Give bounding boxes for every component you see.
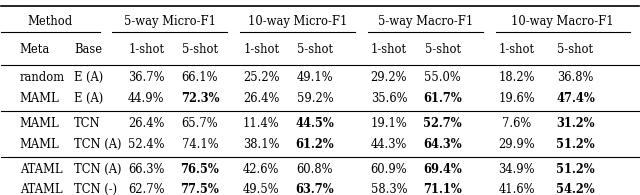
Text: 59.2%: 59.2% [296, 92, 333, 105]
Text: 19.1%: 19.1% [371, 117, 407, 130]
Text: 61.7%: 61.7% [423, 92, 462, 105]
Text: 58.3%: 58.3% [371, 183, 407, 195]
Text: MAML: MAML [20, 138, 60, 151]
Text: 77.5%: 77.5% [180, 183, 220, 195]
Text: 35.6%: 35.6% [371, 92, 407, 105]
Text: 47.4%: 47.4% [556, 92, 595, 105]
Text: 49.1%: 49.1% [296, 71, 333, 84]
Text: 5-shot: 5-shot [557, 43, 593, 56]
Text: 10-way Micro-F1: 10-way Micro-F1 [248, 15, 348, 28]
Text: random: random [20, 71, 65, 84]
Text: 52.4%: 52.4% [128, 138, 164, 151]
Text: 41.6%: 41.6% [499, 183, 535, 195]
Text: 71.1%: 71.1% [423, 183, 462, 195]
Text: 29.2%: 29.2% [371, 71, 407, 84]
Text: 1-shot: 1-shot [128, 43, 164, 56]
Text: 76.5%: 76.5% [180, 163, 220, 176]
Text: 29.9%: 29.9% [499, 138, 535, 151]
Text: 44.5%: 44.5% [296, 117, 334, 130]
Text: 72.3%: 72.3% [180, 92, 219, 105]
Text: 10-way Macro-F1: 10-way Macro-F1 [511, 15, 614, 28]
Text: 55.0%: 55.0% [424, 71, 461, 84]
Text: 7.6%: 7.6% [502, 117, 531, 130]
Text: 34.9%: 34.9% [499, 163, 535, 176]
Text: 62.7%: 62.7% [128, 183, 164, 195]
Text: TCN (A): TCN (A) [74, 163, 122, 176]
Text: 51.2%: 51.2% [556, 138, 595, 151]
Text: 36.8%: 36.8% [557, 71, 594, 84]
Text: 60.8%: 60.8% [297, 163, 333, 176]
Text: 74.1%: 74.1% [182, 138, 218, 151]
Text: 61.2%: 61.2% [296, 138, 334, 151]
Text: 1-shot: 1-shot [371, 43, 407, 56]
Text: 65.7%: 65.7% [182, 117, 218, 130]
Text: 5-shot: 5-shot [182, 43, 218, 56]
Text: 54.2%: 54.2% [556, 183, 595, 195]
Text: 60.9%: 60.9% [371, 163, 407, 176]
Text: TCN (A): TCN (A) [74, 138, 122, 151]
Text: 49.5%: 49.5% [243, 183, 280, 195]
Text: 36.7%: 36.7% [128, 71, 164, 84]
Text: E (A): E (A) [74, 71, 104, 84]
Text: 25.2%: 25.2% [243, 71, 280, 84]
Text: 38.1%: 38.1% [243, 138, 280, 151]
Text: 18.2%: 18.2% [499, 71, 535, 84]
Text: MAML: MAML [20, 92, 60, 105]
Text: 69.4%: 69.4% [423, 163, 462, 176]
Text: 1-shot: 1-shot [499, 43, 535, 56]
Text: E (A): E (A) [74, 92, 104, 105]
Text: 11.4%: 11.4% [243, 117, 280, 130]
Text: 63.7%: 63.7% [296, 183, 334, 195]
Text: 5-shot: 5-shot [297, 43, 333, 56]
Text: 19.6%: 19.6% [499, 92, 535, 105]
Text: Meta: Meta [20, 43, 50, 56]
Text: 44.9%: 44.9% [128, 92, 164, 105]
Text: 52.7%: 52.7% [423, 117, 462, 130]
Text: 64.3%: 64.3% [423, 138, 462, 151]
Text: TCN: TCN [74, 117, 100, 130]
Text: Base: Base [74, 43, 102, 56]
Text: 5-way Macro-F1: 5-way Macro-F1 [378, 15, 473, 28]
Text: 5-shot: 5-shot [424, 43, 461, 56]
Text: 26.4%: 26.4% [128, 117, 164, 130]
Text: 1-shot: 1-shot [243, 43, 279, 56]
Text: 44.3%: 44.3% [371, 138, 407, 151]
Text: TCN (-): TCN (-) [74, 183, 117, 195]
Text: 66.1%: 66.1% [182, 71, 218, 84]
Text: MAML: MAML [20, 117, 60, 130]
Text: ATAML: ATAML [20, 183, 63, 195]
Text: 31.2%: 31.2% [556, 117, 595, 130]
Text: 42.6%: 42.6% [243, 163, 280, 176]
Text: Method: Method [28, 15, 73, 28]
Text: 26.4%: 26.4% [243, 92, 280, 105]
Text: ATAML: ATAML [20, 163, 63, 176]
Text: 66.3%: 66.3% [128, 163, 164, 176]
Text: 51.2%: 51.2% [556, 163, 595, 176]
Text: 5-way Micro-F1: 5-way Micro-F1 [124, 15, 216, 28]
